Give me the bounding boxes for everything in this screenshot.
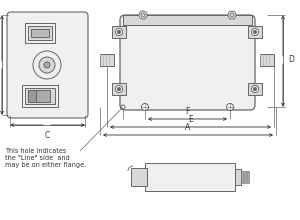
Bar: [28, 90, 36, 102]
Circle shape: [230, 13, 234, 17]
Bar: [131, 168, 147, 186]
Bar: [247, 171, 249, 183]
Circle shape: [142, 103, 148, 110]
Circle shape: [118, 88, 121, 90]
Text: D: D: [288, 55, 294, 64]
Bar: [260, 54, 274, 66]
Circle shape: [254, 31, 256, 33]
Text: E: E: [188, 115, 193, 124]
FancyBboxPatch shape: [7, 12, 88, 118]
Bar: [100, 54, 114, 66]
Text: A: A: [185, 123, 190, 132]
Circle shape: [39, 57, 55, 73]
Text: C: C: [44, 131, 50, 140]
Bar: [25, 23, 55, 43]
Bar: [248, 83, 262, 95]
Bar: [241, 171, 243, 183]
Bar: [22, 85, 58, 107]
Circle shape: [33, 51, 61, 79]
Bar: [31, 29, 49, 37]
Circle shape: [118, 31, 121, 33]
Circle shape: [251, 29, 259, 35]
Circle shape: [139, 11, 147, 19]
Bar: [244, 171, 246, 183]
Circle shape: [116, 86, 122, 92]
Circle shape: [121, 105, 125, 109]
Bar: [123, 15, 252, 25]
Circle shape: [251, 86, 259, 92]
Text: F: F: [185, 107, 190, 116]
Bar: [112, 83, 126, 95]
Bar: [25, 88, 55, 104]
Bar: [235, 169, 241, 185]
Circle shape: [254, 88, 256, 90]
Bar: [28, 90, 50, 102]
Text: This hole indicates
the "Line" side  and
may be on either flange.: This hole indicates the "Line" side and …: [5, 148, 86, 168]
Circle shape: [44, 62, 50, 68]
Bar: [145, 163, 235, 191]
Bar: [28, 26, 52, 40]
Bar: [112, 26, 126, 38]
Circle shape: [228, 11, 236, 19]
FancyBboxPatch shape: [120, 15, 255, 110]
Circle shape: [226, 103, 233, 110]
Circle shape: [141, 13, 145, 17]
Circle shape: [116, 29, 122, 35]
Bar: [248, 26, 262, 38]
